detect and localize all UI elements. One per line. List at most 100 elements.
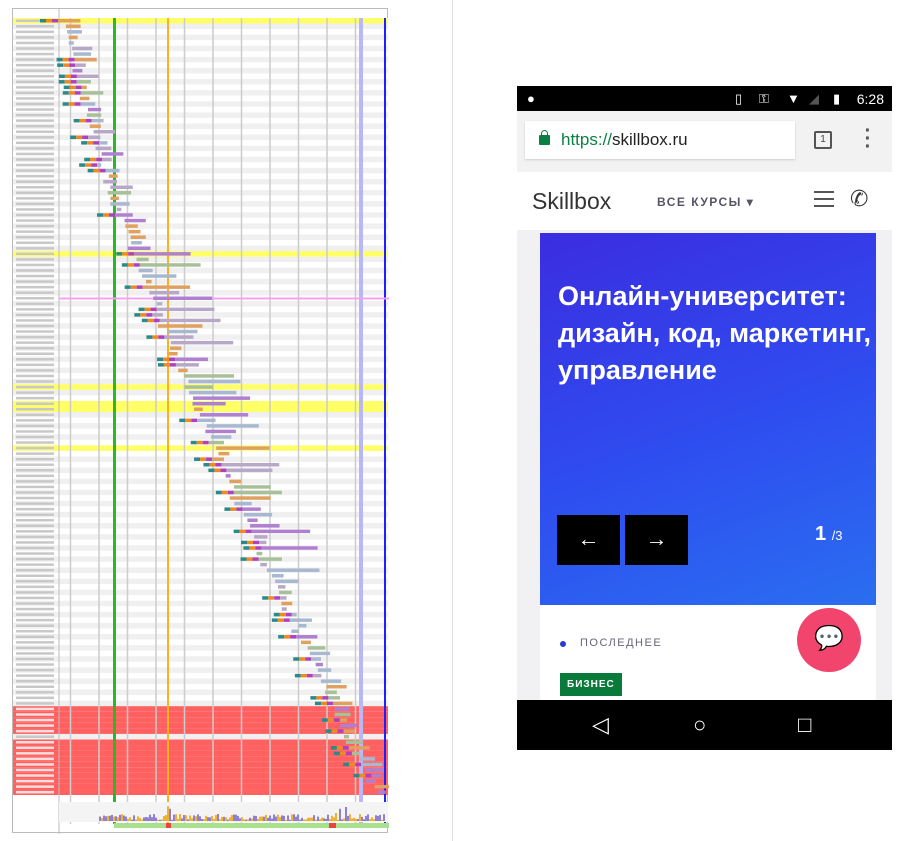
waterfall-row xyxy=(13,573,388,579)
request-bar xyxy=(320,679,342,683)
waterfall-row xyxy=(13,778,388,784)
row-label xyxy=(16,657,54,661)
request-bar xyxy=(65,24,81,29)
waterfall-row xyxy=(13,445,388,451)
request-bar xyxy=(170,340,234,345)
cpu-bar xyxy=(137,816,139,821)
request-bar xyxy=(260,562,267,567)
request-bar xyxy=(271,574,284,578)
request-bar xyxy=(141,274,177,278)
connect-bar xyxy=(140,313,147,317)
request-bar xyxy=(110,202,130,206)
all-courses-dropdown[interactable]: ВСЕ КУРСЫ ▾ xyxy=(657,195,754,209)
row-label xyxy=(16,75,54,78)
request-bar xyxy=(184,374,235,378)
dns-bar xyxy=(73,118,80,123)
cpu-bar xyxy=(223,816,225,821)
ssl-bar xyxy=(274,596,281,600)
cpu-bar xyxy=(125,816,127,821)
request-bar xyxy=(197,418,216,423)
ssl-bar xyxy=(255,546,262,550)
connect-bar xyxy=(122,252,129,256)
phone-icon[interactable]: ✆ xyxy=(850,186,869,211)
waterfall-row xyxy=(13,334,388,340)
row-label xyxy=(16,235,54,239)
row-label xyxy=(16,141,54,145)
row-label xyxy=(16,774,54,777)
url-field[interactable]: https://skillbox.ru xyxy=(525,121,795,159)
dns-bar xyxy=(293,657,300,661)
connect-bar xyxy=(200,457,207,461)
connect-bar xyxy=(64,74,71,78)
recents-icon[interactable]: □ xyxy=(798,712,812,737)
request-bar xyxy=(317,668,332,672)
request-bar xyxy=(168,352,178,356)
row-label xyxy=(16,646,54,650)
battery-icon: ▮ xyxy=(833,91,841,106)
request-bar xyxy=(377,790,386,794)
row-label xyxy=(16,324,54,328)
cpu-bar xyxy=(317,816,319,821)
request-bar xyxy=(339,718,348,722)
waterfall-row xyxy=(13,523,388,529)
waterfall-row xyxy=(13,312,388,318)
dns-bar xyxy=(294,673,301,678)
request-bar xyxy=(234,501,252,506)
dns-bar xyxy=(333,751,340,756)
category-tag[interactable]: БИЗНЕС xyxy=(560,673,622,696)
dns-bar xyxy=(70,135,77,140)
cpu-bar xyxy=(269,815,271,821)
request-bar xyxy=(114,213,133,217)
cpu-bar xyxy=(127,818,129,821)
row-label xyxy=(16,147,54,150)
cpu-bar xyxy=(103,815,105,821)
request-bar xyxy=(340,723,357,728)
ssl-bar xyxy=(91,163,98,167)
request-bar xyxy=(348,746,370,750)
cpu-bar xyxy=(311,817,313,821)
row-label xyxy=(16,158,54,161)
connect-bar xyxy=(62,57,69,62)
back-icon[interactable]: ◁ xyxy=(592,712,609,737)
row-label xyxy=(16,463,54,466)
waterfall-row xyxy=(13,500,388,507)
request-bar xyxy=(229,496,271,500)
cpu-bar xyxy=(329,819,331,821)
waterfall-row xyxy=(13,656,388,662)
cpu-bar xyxy=(251,818,253,821)
next-slide-button[interactable]: → xyxy=(625,515,688,565)
ssl-bar xyxy=(290,635,297,639)
tab-switcher-button[interactable]: 1 xyxy=(814,131,832,149)
connect-bar xyxy=(69,85,76,90)
row-label xyxy=(16,69,54,72)
waterfall-row xyxy=(13,711,388,718)
home-icon[interactable]: ○ xyxy=(693,712,707,737)
cpu-bar xyxy=(165,815,167,821)
site-logo[interactable]: Skillbox xyxy=(532,188,612,214)
overflow-menu-icon[interactable]: · · · xyxy=(864,120,872,158)
connect-bar xyxy=(185,418,192,423)
request-bar xyxy=(142,285,191,289)
cpu-bar xyxy=(321,817,323,821)
row-label xyxy=(16,374,54,378)
row-label xyxy=(16,124,54,128)
request-bar xyxy=(156,302,163,306)
request-bar xyxy=(216,446,270,450)
request-bar xyxy=(102,157,112,162)
waterfall-row xyxy=(13,700,388,707)
dns-bar xyxy=(224,507,231,511)
hamburger-menu-icon[interactable] xyxy=(814,191,834,207)
waterfall-row xyxy=(13,689,388,696)
cpu-bar xyxy=(313,815,315,821)
cpu-bar xyxy=(109,815,111,821)
row-label xyxy=(16,674,54,677)
waterfall-row xyxy=(13,240,388,246)
prev-slide-button[interactable]: ← xyxy=(557,515,620,565)
waterfall-row xyxy=(13,462,388,468)
request-bar xyxy=(88,135,101,140)
ssl-bar xyxy=(285,612,292,617)
chat-button[interactable]: 💬 xyxy=(797,608,861,672)
row-label xyxy=(16,496,54,500)
long-task-bar xyxy=(166,823,171,828)
connect-bar xyxy=(144,307,151,312)
